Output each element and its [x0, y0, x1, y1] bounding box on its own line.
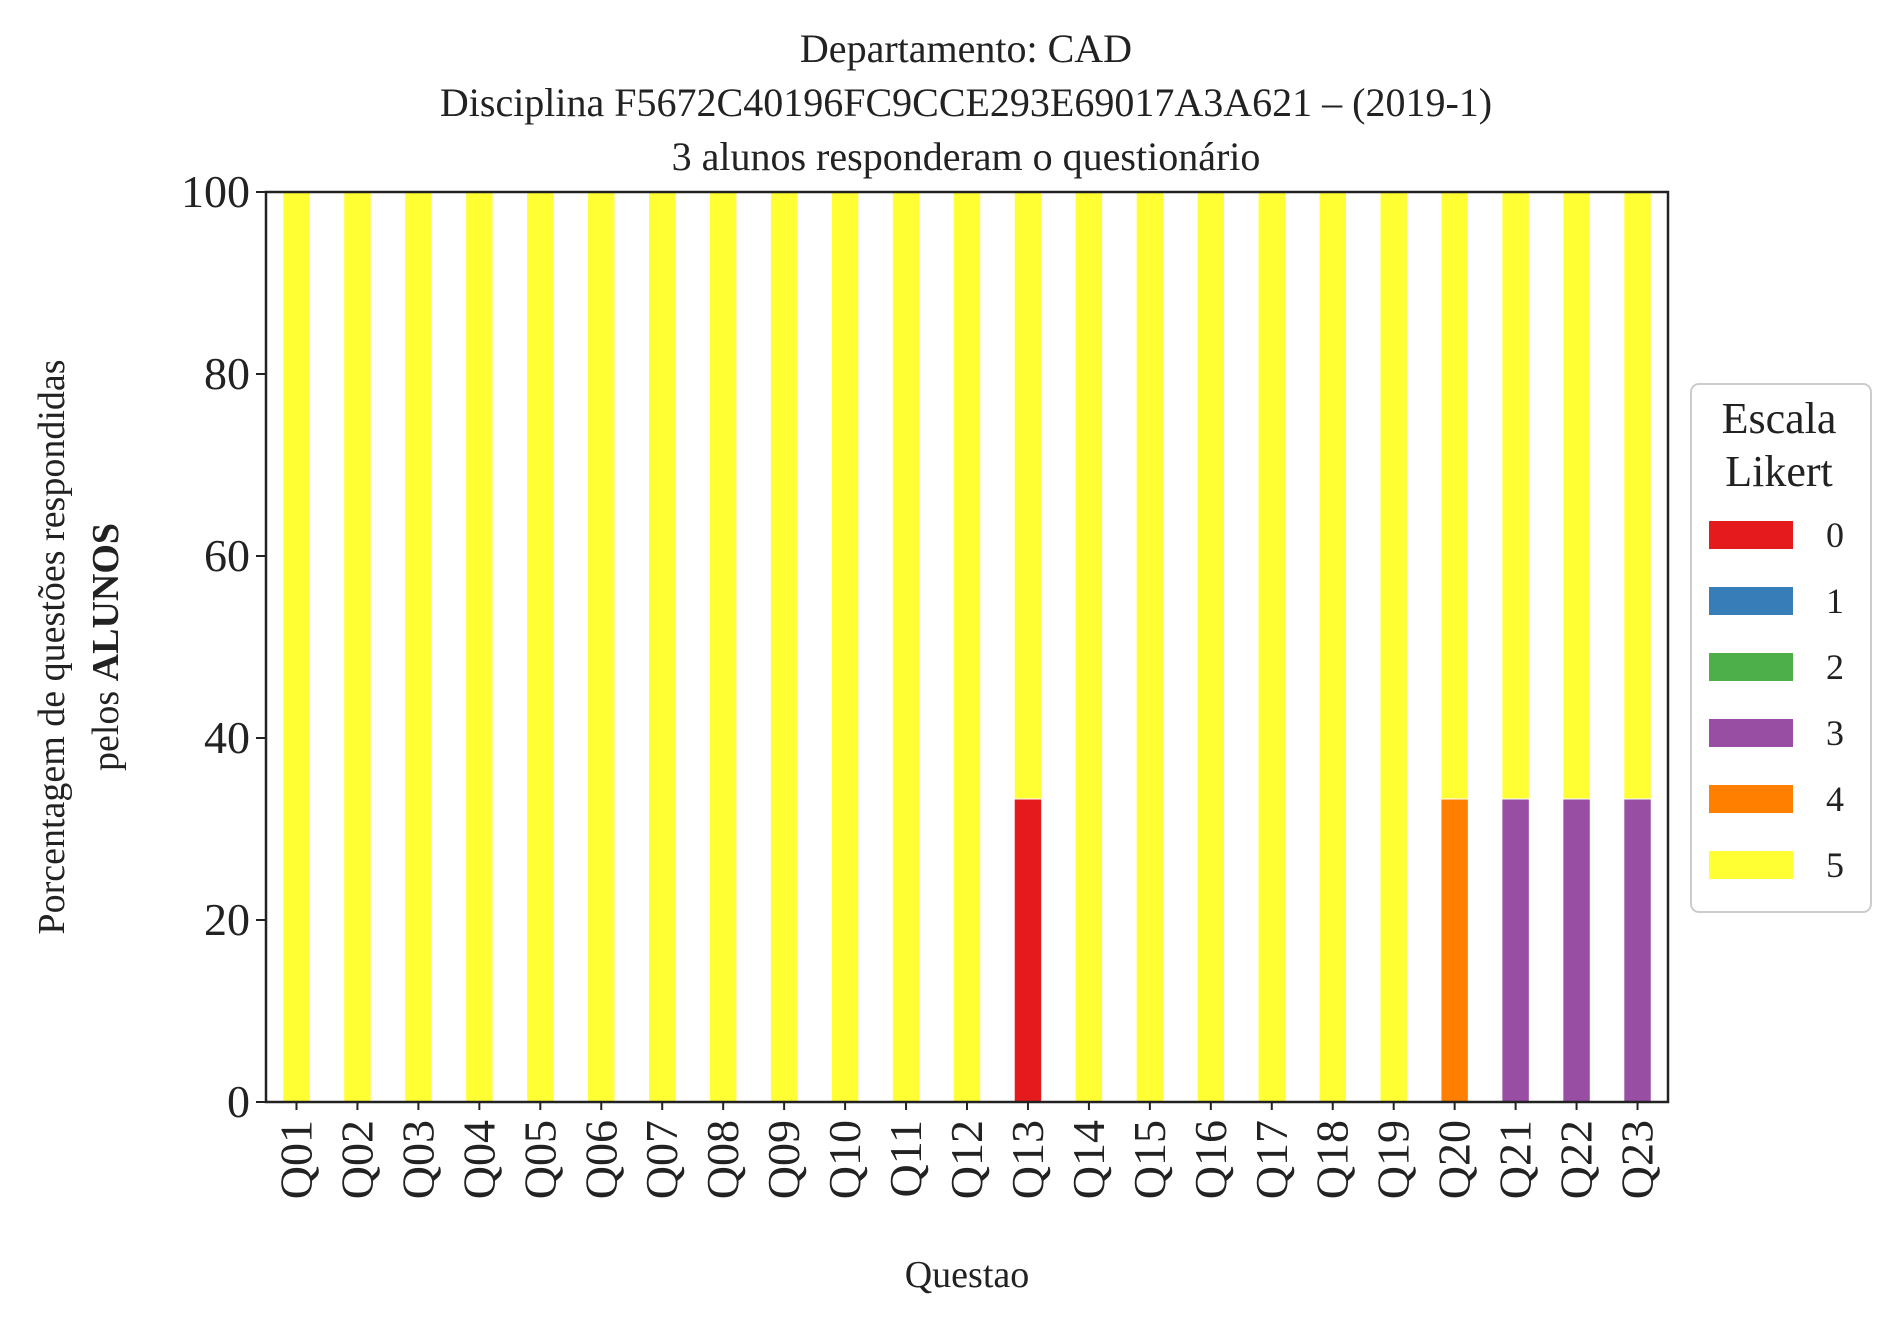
bar-q08-likert-5 [708, 191, 738, 1103]
y-axis-ticks: 0 20 40 60 80 100 [181, 166, 266, 1127]
x-tick-label-q10: Q10 [819, 1120, 870, 1199]
y-axis-label-prefix: pelos [85, 681, 127, 771]
legend-label-4: 4 [1826, 779, 1844, 819]
legend: Escala Likert 0 1 2 3 4 5 [1690, 383, 1872, 913]
legend-swatch-5 [1709, 851, 1793, 879]
bar-q05-likert-5 [526, 191, 555, 1103]
x-tick-label-q14: Q14 [1063, 1120, 1114, 1199]
y-axis-label-line1: Porcentagem de questões respondidas [31, 359, 73, 934]
x-tick-label-q05: Q05 [514, 1120, 565, 1199]
y-axis-label-line2: pelos ALUNOS [85, 523, 127, 771]
x-axis-label: Questao [905, 1254, 1030, 1296]
bar-q11-likert-5 [891, 191, 921, 1103]
bar-q13-likert-5 [1013, 191, 1043, 800]
bar-q10-likert-5 [830, 191, 860, 1103]
x-tick-label-q20: Q20 [1429, 1120, 1480, 1199]
bar-q16-likert-5 [1196, 191, 1226, 1103]
bar-q02-likert-5 [343, 191, 372, 1103]
bar-q22-likert-5 [1562, 191, 1591, 800]
x-tick-label-q04: Q04 [453, 1120, 504, 1199]
legend-swatch-3 [1709, 719, 1793, 747]
legend-box [1690, 383, 1872, 913]
x-tick-label-q13: Q13 [1002, 1120, 1053, 1199]
x-tick-label-q23: Q23 [1612, 1120, 1663, 1199]
x-tick-label-q11: Q11 [880, 1120, 931, 1198]
bar-q01-likert-5 [282, 191, 311, 1103]
x-axis-ticks: Q01 Q02 Q03 Q04 Q05 Q06 Q07 Q08 Q09 Q10 Q11 Q12 Q13 Q… [270, 1102, 1663, 1199]
bar-q19-likert-5 [1379, 191, 1408, 1103]
y-tick-label: 40 [204, 712, 250, 763]
y-axis-label: Porcentagem de questões respondidas pelo… [31, 359, 127, 934]
x-tick-label-q06: Q06 [575, 1120, 626, 1199]
x-tick-label-q03: Q03 [392, 1120, 443, 1199]
legend-title-line2: Likert [1725, 447, 1833, 496]
chart-title-line-department: Departamento: CAD [800, 26, 1132, 71]
x-tick-label-q15: Q15 [1124, 1120, 1175, 1199]
x-tick-label-q21: Q21 [1490, 1120, 1541, 1199]
bar-q18-likert-5 [1318, 191, 1347, 1103]
bar-q21-likert-5 [1501, 191, 1530, 800]
bar-q06-likert-5 [587, 191, 616, 1103]
bars-group [282, 191, 1652, 1103]
x-tick-label-q02: Q02 [331, 1120, 382, 1199]
legend-swatch-0 [1709, 521, 1793, 549]
y-axis-label-bold: ALUNOS [85, 523, 127, 681]
y-tick-label: 100 [181, 166, 250, 217]
bar-q14-likert-5 [1074, 191, 1104, 1103]
x-tick-label-q07: Q07 [636, 1120, 687, 1199]
legend-label-5: 5 [1826, 845, 1844, 885]
legend-label-1: 1 [1826, 581, 1844, 621]
bar-q20-likert-5 [1440, 191, 1469, 800]
bar-q17-likert-5 [1257, 191, 1286, 1103]
legend-items: 0 1 2 3 4 5 [1709, 515, 1844, 885]
x-tick-label-q22: Q22 [1551, 1120, 1602, 1199]
bar-q03-likert-5 [404, 191, 433, 1103]
bar-q15-likert-5 [1135, 191, 1165, 1103]
bar-q21-likert-3 [1501, 798, 1530, 1103]
legend-swatch-4 [1709, 785, 1793, 813]
legend-swatch-1 [1709, 587, 1793, 615]
x-tick-label-q09: Q09 [758, 1120, 809, 1199]
bar-q22-likert-3 [1562, 798, 1591, 1103]
y-tick-label: 60 [204, 530, 250, 581]
legend-label-0: 0 [1826, 515, 1844, 555]
y-tick-label: 0 [227, 1076, 250, 1127]
chart-title: Departamento: CAD Disciplina F5672C40196… [440, 26, 1492, 179]
bar-q23-likert-3 [1623, 798, 1652, 1103]
legend-label-2: 2 [1826, 647, 1844, 687]
legend-label-3: 3 [1826, 713, 1844, 753]
x-tick-label-q08: Q08 [697, 1120, 748, 1199]
bar-q23-likert-5 [1623, 191, 1652, 800]
plot-frame [264, 190, 1670, 1104]
legend-swatch-2 [1709, 653, 1793, 681]
bar-q04-likert-5 [465, 191, 494, 1103]
x-tick-label-q19: Q19 [1368, 1120, 1419, 1199]
y-tick-label: 20 [204, 894, 250, 945]
x-tick-label-q16: Q16 [1185, 1120, 1236, 1199]
bar-q20-likert-4 [1440, 798, 1469, 1103]
x-tick-label-q17: Q17 [1246, 1120, 1297, 1199]
x-tick-label-q12: Q12 [941, 1120, 992, 1199]
chart-title-line-discipline: Disciplina F5672C40196FC9CCE293E69017A3A… [440, 80, 1492, 125]
chart-title-line-respondents: 3 alunos responderam o questionário [672, 134, 1261, 179]
bar-q13-likert-0 [1013, 798, 1043, 1103]
bar-q12-likert-5 [952, 191, 982, 1103]
x-tick-label-q18: Q18 [1307, 1120, 1358, 1199]
x-tick-label-q01: Q01 [270, 1120, 321, 1199]
bar-q07-likert-5 [648, 191, 677, 1103]
legend-title-line1: Escala [1722, 394, 1837, 443]
y-tick-label: 80 [204, 348, 250, 399]
bar-q09-likert-5 [769, 191, 799, 1103]
